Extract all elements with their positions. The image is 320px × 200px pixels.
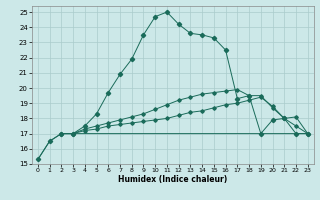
X-axis label: Humidex (Indice chaleur): Humidex (Indice chaleur) [118,175,228,184]
